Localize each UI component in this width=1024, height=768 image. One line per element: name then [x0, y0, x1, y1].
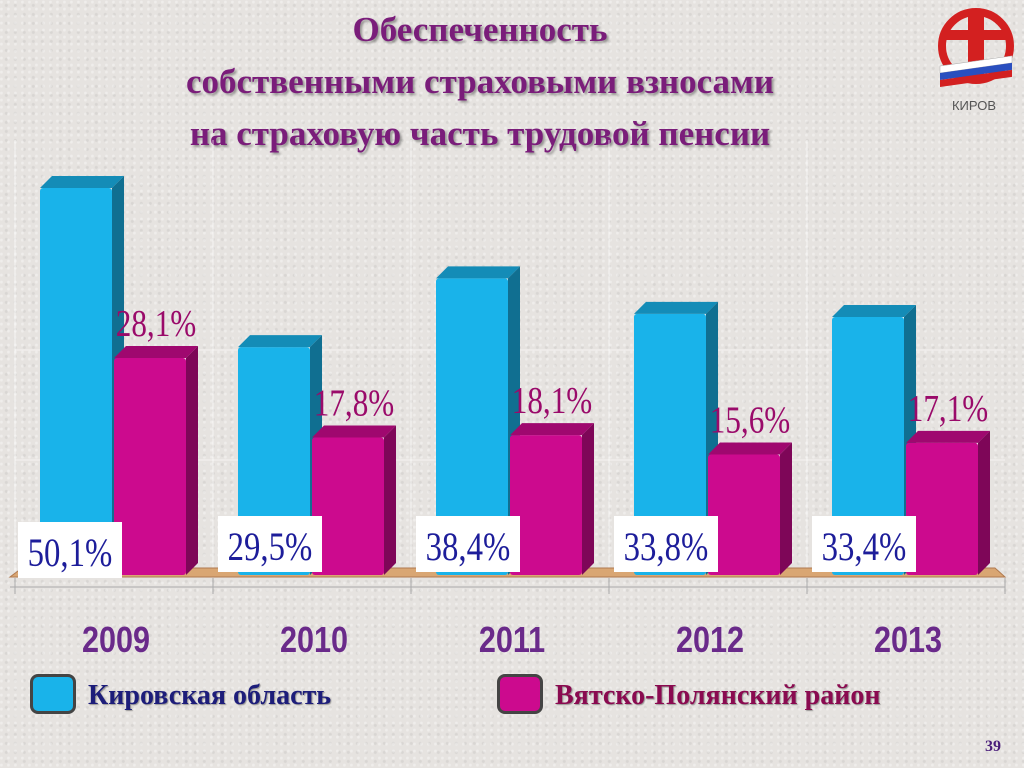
data-label-box-kirov-2012 — [614, 516, 718, 572]
bar-vyatsko-2010 — [312, 437, 384, 575]
data-label-vyatsko-2012: 15,6% — [710, 399, 790, 442]
x-tick-label-2010: 2010 — [280, 621, 348, 661]
data-label-kirov-2010: 29,5% — [228, 524, 313, 569]
bar-vyatsko-2013-top — [906, 430, 990, 443]
bar-kirov-2012 — [634, 313, 706, 575]
x-tick-label-2012: 2012 — [676, 621, 744, 661]
chart-title: Обеспеченность собственными страховыми в… — [60, 4, 900, 160]
data-label-box-kirov-2011 — [416, 516, 520, 572]
data-label-vyatsko-2009: 28,1% — [116, 302, 196, 345]
data-label-vyatsko-2010: 17,8% — [314, 382, 394, 425]
logo-text: КИРОВ — [951, 98, 997, 113]
legend-label-kirov-region: Кировская область — [88, 680, 332, 711]
data-label-kirov-2012: 33,8% — [624, 524, 709, 569]
data-label-box-kirov-2009 — [18, 522, 122, 578]
bar-vyatsko-2009 — [114, 357, 186, 575]
data-label-kirov-2013: 33,4% — [822, 524, 907, 569]
data-label-box-kirov-2013 — [812, 516, 916, 572]
bar-kirov-2011-top — [436, 266, 520, 279]
data-label-box-kirov-2010 — [218, 516, 322, 572]
title-line-3: на страховую часть трудовой пенсии — [189, 114, 771, 153]
bar-vyatsko-2012 — [708, 454, 780, 575]
x-tick-label-2013: 2013 — [874, 621, 942, 661]
data-label-vyatsko-2011: 18,1% — [512, 379, 592, 422]
bar-vyatsko-2011-top — [510, 423, 594, 436]
data-label-kirov-2009: 50,1% — [28, 530, 113, 575]
bar-kirov-2011 — [436, 278, 508, 575]
legend-swatch-kirov-region — [30, 674, 76, 714]
x-tick-label-2011: 2011 — [479, 621, 545, 661]
bar-kirov-2009-top — [40, 176, 124, 188]
bar-kirov-2012-top — [634, 301, 718, 314]
pfr-logo-icon — [938, 8, 1014, 87]
bar-vyatsko-2013 — [906, 442, 978, 575]
bar-vyatsko-2009-top — [114, 345, 198, 358]
bar-kirov-2009 — [40, 188, 112, 575]
bar-vyatsko-2012-side — [780, 442, 792, 575]
bar-vyatsko-2010-side — [384, 425, 396, 575]
x-tick-label-2009: 2009 — [82, 621, 150, 661]
bar-kirov-2013 — [832, 317, 904, 575]
bar-vyatsko-2011 — [510, 435, 582, 575]
bar-vyatsko-2009-side — [186, 345, 198, 575]
bar-kirov-2013-top — [832, 305, 916, 317]
title-line-2: собственными страховыми взносами — [185, 62, 775, 101]
legend-swatch-vyatsko-polyansky — [497, 674, 543, 714]
legend-label-vyatsko-polyansky: Вятско-Полянский район — [555, 680, 881, 711]
bar-vyatsko-2011-side — [582, 423, 594, 575]
title-line-1: Обеспеченность — [352, 10, 608, 49]
data-label-vyatsko-2013: 17,1% — [908, 387, 988, 430]
data-label-kirov-2011: 38,4% — [426, 524, 511, 569]
bar-kirov-2010-top — [238, 335, 322, 348]
bar-vyatsko-2013-side — [978, 430, 990, 575]
bar-vyatsko-2012-top — [708, 442, 792, 455]
bar-vyatsko-2010-top — [312, 425, 396, 438]
page-number: 39 — [985, 738, 1001, 755]
